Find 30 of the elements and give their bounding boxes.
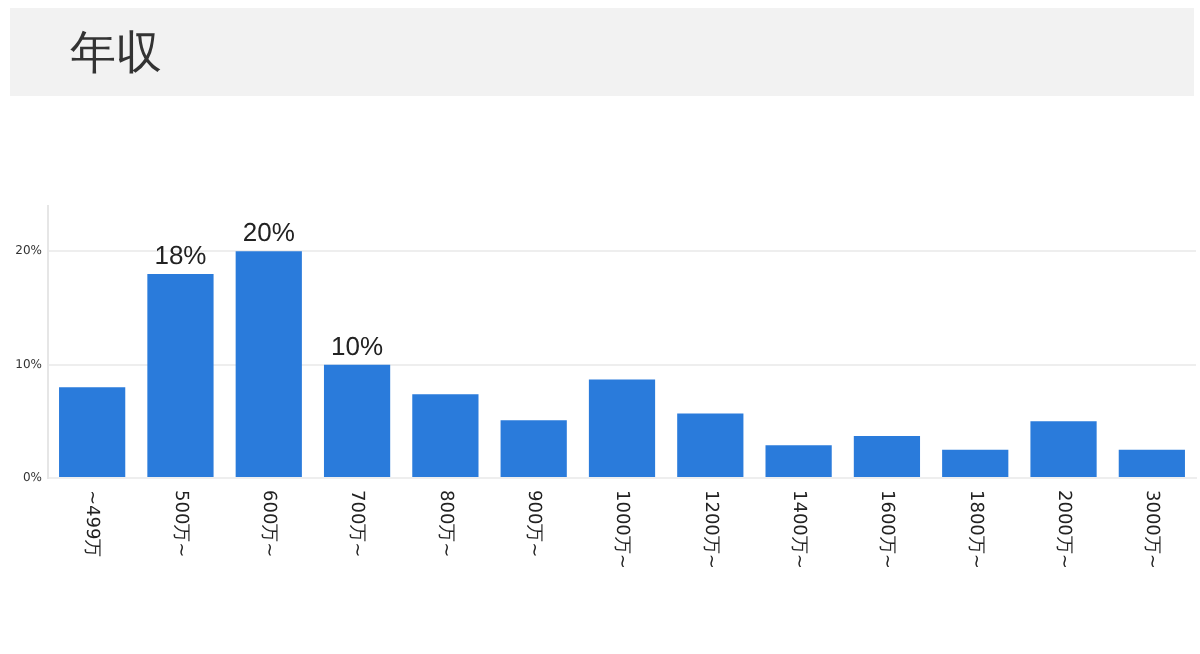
bar [147,274,214,477]
data-label: 10% [331,330,384,361]
bar [677,413,744,477]
bar [853,436,921,477]
x-tick-label: 1200万~ [699,490,720,569]
bar [500,420,567,477]
x-tick-label: 600万~ [258,490,279,558]
x-tick-label: 700万~ [346,490,367,558]
x-tick-label: 2000万~ [1052,490,1073,569]
x-tick-label: 900万~ [523,490,543,558]
bar [1118,449,1185,477]
bar [235,251,302,477]
chart-title: 年収 [70,26,162,84]
x-tick-label: 3000万~ [1141,490,1162,569]
data-label: 20% [242,217,296,248]
bar [323,364,391,477]
x-tick-label: 1400万~ [787,490,808,569]
bar [942,449,1009,477]
x-tick-label: ~499万 [81,490,102,558]
x-tick-label: 1800万~ [964,490,985,569]
bar [412,394,479,477]
x-tick-label: 800万~ [434,490,455,558]
x-tick-label: 1000万~ [611,490,632,569]
x-tick-label: 500万~ [169,490,190,558]
data-label: 18% [154,240,208,271]
bar [59,387,126,477]
bar [765,445,832,477]
x-tick-label: 1600万~ [876,490,897,569]
bar [588,379,656,477]
bar [1030,421,1097,477]
